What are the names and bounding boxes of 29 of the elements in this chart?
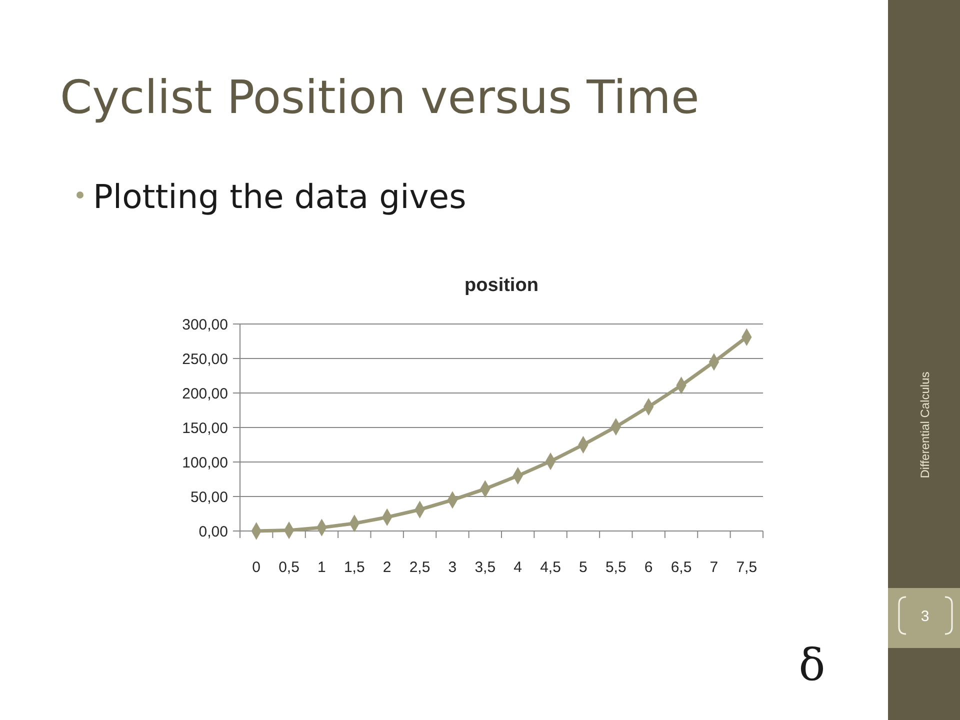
x-tick-label: 2,5 (409, 559, 430, 576)
y-tick-label: 50,00 (190, 488, 228, 506)
y-tick-label: 200,00 (182, 385, 228, 402)
y-tick-label: 150,00 (182, 420, 228, 437)
x-tick-label: 0 (252, 559, 261, 576)
text: Differential Calculus (918, 372, 932, 478)
x-tick-label: 6 (644, 559, 653, 576)
y-tick-label: 0,00 (198, 523, 228, 540)
x-tick-label: 6,5 (670, 559, 692, 576)
text: Cyclist Position versus Time (60, 70, 700, 124)
x-tick-label: 3,5 (474, 559, 496, 576)
x-tick-label: 7 (710, 559, 718, 576)
x-tick-label: 5,5 (605, 559, 626, 576)
text: 3 (920, 608, 930, 625)
text: δ (798, 640, 826, 691)
y-tick-label: 100,00 (182, 454, 228, 472)
y-tick-label: 250,00 (182, 350, 228, 368)
x-tick-label: 7,5 (736, 559, 758, 576)
x-tick-label: 4,5 (540, 559, 561, 576)
x-tick-label: 2 (382, 559, 392, 576)
text: Plotting the data gives (93, 177, 466, 216)
x-tick-label: 5 (579, 559, 588, 576)
chart-title: position (464, 275, 538, 296)
x-tick-label: 4 (514, 559, 522, 576)
x-tick-label: 0,5 (278, 559, 300, 576)
x-tick-label: 3 (448, 559, 457, 576)
x-tick-label: 1,5 (344, 559, 365, 576)
x-tick-label: 1 (318, 559, 326, 576)
y-tick-label: 300,00 (182, 316, 228, 334)
